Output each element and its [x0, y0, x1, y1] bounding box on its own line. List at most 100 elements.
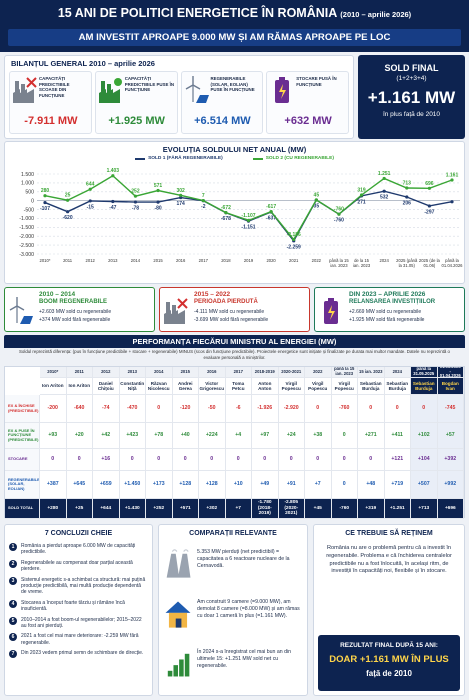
data-label: 25 [65, 193, 71, 199]
table-cell: 0 [305, 449, 332, 471]
data-point [179, 193, 183, 197]
column-period: 15 ian. 2023 [358, 367, 385, 378]
data-point [88, 187, 92, 191]
icon-shape [279, 84, 287, 99]
data-label: 1.403 [107, 168, 120, 174]
data-point [201, 198, 205, 203]
data-point [133, 200, 138, 204]
table-cell: +57 [437, 423, 464, 449]
table-cell: 0 [358, 449, 385, 471]
table-cell: +659 [93, 471, 120, 499]
x-tick-label: până la 15 ian. 2023 [329, 258, 349, 268]
column-minister: Sebastian Burduja [384, 378, 411, 395]
card-label: CAPACITĂȚI PREDICTIBILE SCOASE DIN FUNCȚ… [39, 76, 70, 98]
data-point [111, 174, 115, 178]
final-title: SOLD FINAL [384, 63, 439, 73]
x-tick-label: 2011 [63, 258, 73, 263]
icon-shape [165, 601, 191, 613]
summary-card: CAPACITĂȚI PREDICTIBILE PUSE ÎN FUNCȚIUN… [94, 71, 178, 134]
column-period: 2022 [305, 367, 332, 378]
icon-shape [177, 298, 188, 309]
data-label: -620 [63, 215, 73, 221]
data-point [43, 200, 47, 205]
row-label: SOLD TOTAL [5, 499, 40, 519]
table-cell: +1.450 [119, 471, 146, 499]
header: 15 ANI DE POLITICI ENERGETICE ÎN ROMÂNIA… [0, 0, 469, 52]
table-cell: -745 [437, 395, 464, 423]
period-title: RELANSAREA INVESTIȚIILOR [349, 299, 436, 305]
y-tick-label: -500 [24, 207, 34, 213]
comparison-text: În 2024 s-a înregistrat cel mai bun an d… [197, 649, 292, 669]
data-point [88, 199, 92, 203]
table-cell: -2.805 (2020-2021) [278, 499, 305, 519]
icon [164, 298, 188, 324]
data-point [405, 195, 409, 199]
icon [165, 601, 191, 628]
data-label: -78 [132, 206, 139, 212]
column-minister: Anton Anton [252, 378, 279, 395]
icon-shape [173, 665, 178, 677]
final-formula: (1+2+3+4) [396, 75, 427, 82]
column-minister: Ion Ariton [40, 378, 67, 395]
row-label: STOCARE [5, 449, 40, 471]
data-point [156, 200, 160, 204]
table-cell: +992 [437, 471, 464, 499]
table-cell: +24 [278, 423, 305, 449]
column-period: 2015 [172, 367, 199, 378]
data-label: -107 [40, 206, 50, 212]
table-cell: 0 [66, 449, 93, 471]
table-cell: +38 [305, 423, 332, 449]
table-cell: +411 [384, 423, 411, 449]
icon-shape [172, 305, 176, 316]
data-label: 252 [131, 189, 140, 195]
table-cell: +10 [225, 471, 252, 499]
icon-shape [195, 95, 209, 103]
x-tick-label: 2018 [221, 258, 231, 263]
column-period: până la 15 ian. 2023 [331, 367, 358, 378]
row-label: EX & ÎNCHISE (PREDICTIBILE) [5, 395, 40, 423]
table-cell: +319 [358, 499, 385, 519]
table-cell: -6 [225, 395, 252, 423]
icon [98, 78, 122, 103]
subtitle: AM INVESTIT APROAPE 9.000 MW ȘI AM RĂMAS… [8, 29, 461, 46]
column-minister: Virgil Popescu [331, 378, 358, 395]
data-label: 7 [202, 193, 205, 199]
data-point [314, 198, 318, 202]
x-tick-label: 2020 [266, 258, 276, 263]
table-cell: +173 [146, 471, 173, 499]
data-point [111, 199, 115, 204]
table-cell: +1.430 [119, 499, 146, 519]
table-cell: +121 [384, 449, 411, 471]
period-line: +2.669 MW sold cu regenerabile [349, 309, 422, 315]
column-minister: Bogdan Ivan [437, 378, 464, 395]
y-tick-label: 1.500 [21, 172, 34, 178]
y-tick-label: -3.000 [19, 252, 34, 258]
table-cell: +48 [358, 471, 385, 499]
data-point [246, 218, 251, 222]
data-label: -2.186 [287, 232, 301, 238]
table-cell: 0 [331, 423, 358, 449]
column-period: 2020-2021 [278, 367, 305, 378]
table-cell: 0 [119, 449, 146, 471]
column-minister: Răzvan Nicolescu [146, 378, 173, 395]
x-tick-label: 2015 [153, 258, 163, 263]
table-cell: +102 [411, 423, 438, 449]
icon-shape [13, 89, 34, 103]
column-minister: Virgil Popescu [305, 378, 332, 395]
column-period: 2024 [384, 367, 411, 378]
data-label: 319 [357, 187, 366, 193]
table-cell: -760 [331, 395, 358, 423]
chart-panel: 1.500 1.000 500 0 -500 -1.000 -1.500 -2.000 -2.5… [4, 141, 465, 284]
icon-shape [166, 553, 191, 578]
period-years: 2010 – 2014 [39, 291, 76, 298]
icon-shape [113, 78, 122, 86]
period-line: +374 MW sold fără regenerabile [39, 317, 111, 323]
data-label: 1.161 [446, 173, 459, 179]
data-point [269, 210, 273, 214]
x-tick-label: 2019 [243, 258, 254, 263]
icon [166, 549, 191, 578]
y-tick-label: 0 [31, 198, 34, 204]
period-line: +1.925 MW sold fără regenerabile [349, 317, 425, 323]
icon-shape [100, 81, 105, 95]
period-line: +2.603 MW sold cu regenerabile [39, 309, 112, 315]
